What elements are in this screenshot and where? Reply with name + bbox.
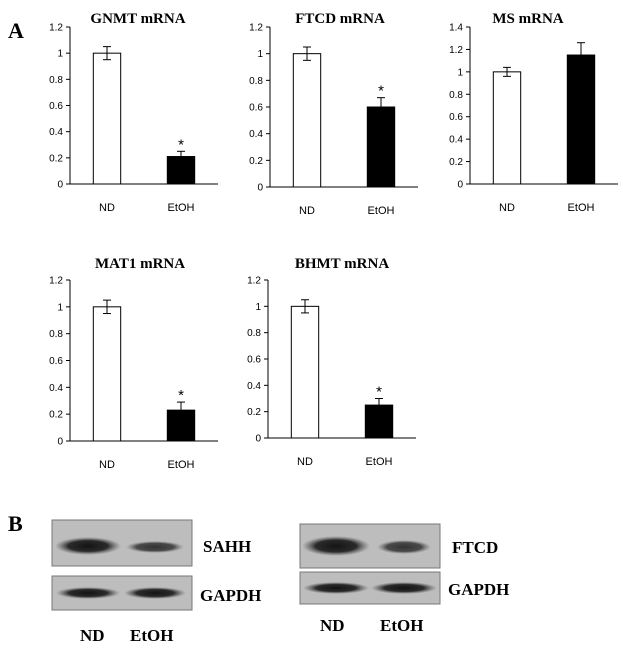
y-tick-label: 1.2 <box>49 276 63 287</box>
blot-left: SAHH GAPDH ND EtOH <box>51 519 261 645</box>
x-tick-label: EtOH <box>168 459 195 471</box>
chart-mat1: MAT1 mRNA 0 0.2 0.4 0.6 0.8 1 1.2 ND * EtOH <box>49 256 218 471</box>
blot-lane-label: EtOH <box>380 616 423 635</box>
y-tick-label: 0.4 <box>249 129 263 140</box>
bar <box>92 306 122 442</box>
blot-band <box>55 537 121 555</box>
y-tick-label: 0.4 <box>449 135 463 146</box>
blot-ftcd-label: FTCD <box>452 538 498 557</box>
blot-sahh-label: SAHH <box>203 537 251 556</box>
bar <box>92 52 122 185</box>
chart-title: MS mRNA <box>492 11 563 27</box>
y-tick-label: 0.4 <box>49 383 63 394</box>
panel-label-a: A <box>8 18 24 43</box>
y-tick-label: 0.2 <box>249 156 263 167</box>
blot-gapdh-label: GAPDH <box>448 580 509 599</box>
y-tick-label: 1.2 <box>249 23 263 34</box>
blot-band <box>377 540 431 554</box>
y-tick-label: 1.4 <box>449 23 463 34</box>
blot-lane-label: ND <box>320 616 345 635</box>
blot-band <box>126 541 184 553</box>
y-tick-label: 0 <box>257 183 263 194</box>
significance-marker: * <box>178 387 184 404</box>
significance-marker: * <box>376 384 382 401</box>
chart-ms: MS mRNA 0 0.2 0.4 0.6 0.8 1 1.2 1.4 ND EtOH <box>449 11 618 214</box>
y-tick-label: 0.4 <box>247 381 261 392</box>
y-tick-label: 0.2 <box>449 157 463 168</box>
x-tick-label: ND <box>297 456 313 468</box>
blot-band <box>302 536 370 556</box>
y-tick-label: 0.8 <box>49 329 63 340</box>
blot-band <box>371 582 437 594</box>
blot-lane-label: ND <box>80 626 105 645</box>
blot-lane-label: EtOH <box>130 626 173 645</box>
bar <box>492 71 522 185</box>
chart-ftcd: FTCD mRNA 0 0.2 0.4 0.6 0.8 1 1.2 ND * EtOH <box>249 11 418 217</box>
bar <box>366 106 396 188</box>
y-tick-label: 1 <box>457 67 463 78</box>
significance-marker: * <box>378 83 384 100</box>
blot-band <box>303 582 369 594</box>
chart-title: GNMT mRNA <box>90 11 185 27</box>
y-tick-label: 0 <box>255 434 261 445</box>
x-tick-label: EtOH <box>368 205 395 217</box>
x-tick-label: ND <box>499 202 515 214</box>
blot-right: FTCD GAPDH ND EtOH <box>299 523 509 635</box>
bar <box>290 305 320 439</box>
y-tick-label: 0.4 <box>49 127 63 138</box>
x-tick-label: ND <box>99 459 115 471</box>
y-tick-label: 0.6 <box>49 101 63 112</box>
blot-gapdh-label: GAPDH <box>200 586 261 605</box>
y-tick-label: 0.2 <box>247 407 261 418</box>
y-tick-label: 1 <box>255 302 261 313</box>
bar <box>566 54 596 185</box>
y-tick-label: 0.8 <box>249 76 263 87</box>
blot-band <box>124 587 186 599</box>
x-tick-label: EtOH <box>366 456 393 468</box>
x-tick-label: ND <box>99 202 115 214</box>
y-tick-label: 0 <box>457 180 463 191</box>
y-tick-label: 1.2 <box>49 23 63 34</box>
y-tick-label: 0.2 <box>49 153 63 164</box>
chart-title: BHMT mRNA <box>295 256 389 272</box>
x-tick-label: ND <box>299 205 315 217</box>
chart-title: MAT1 mRNA <box>95 256 185 272</box>
x-tick-label: EtOH <box>168 202 195 214</box>
blot-band <box>56 587 120 599</box>
y-tick-label: 0.8 <box>49 75 63 86</box>
significance-marker: * <box>178 136 184 153</box>
chart-gnmt: GNMT mRNA 0 0.2 0.4 0.6 0.8 1 1.2 ND * EtOH <box>49 11 218 214</box>
y-tick-label: 0.6 <box>449 112 463 123</box>
y-tick-label: 0.6 <box>247 355 261 366</box>
y-tick-label: 1.2 <box>449 45 463 56</box>
bar <box>292 53 322 188</box>
y-tick-label: 0.2 <box>49 410 63 421</box>
y-tick-label: 0 <box>57 180 63 191</box>
y-tick-label: 1 <box>57 49 63 60</box>
y-tick-label: 1 <box>57 302 63 313</box>
x-tick-label: EtOH <box>568 202 595 214</box>
y-tick-label: 0.8 <box>449 90 463 101</box>
panel-label-b: B <box>8 511 23 536</box>
y-tick-label: 0 <box>57 437 63 448</box>
y-tick-label: 0.8 <box>247 328 261 339</box>
y-tick-label: 1 <box>257 49 263 60</box>
y-tick-label: 0.6 <box>249 103 263 114</box>
chart-title: FTCD mRNA <box>295 11 385 27</box>
y-tick-label: 0.6 <box>49 356 63 367</box>
chart-bhmt: BHMT mRNA 0 0.2 0.4 0.6 0.8 1 1.2 ND * EtOH <box>247 256 416 468</box>
y-tick-label: 1.2 <box>247 276 261 287</box>
